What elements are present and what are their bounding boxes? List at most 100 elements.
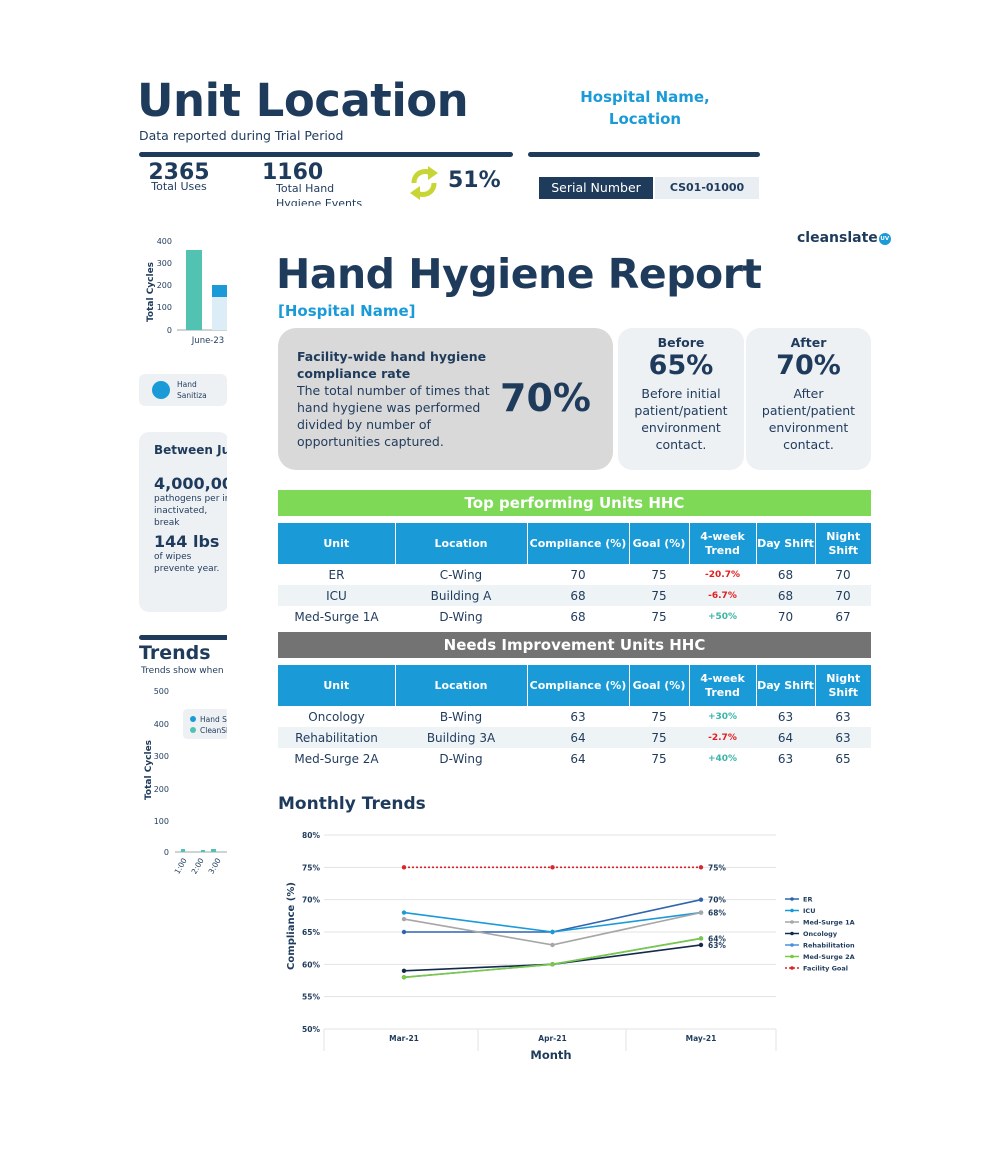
- total-uses-stat: 2365 Total Uses: [144, 160, 214, 193]
- legend-marker: [790, 931, 794, 936]
- needs-improvement-table: Unit Location Compliance (%) Goal (%) 4-…: [278, 665, 871, 769]
- cell-compliance: 68: [570, 609, 586, 624]
- cell-unit: Med-Surge 1A: [294, 609, 379, 624]
- before-card: Before 65% Before initial patient/patien…: [618, 328, 744, 470]
- col-goal: Goal (%): [629, 523, 690, 564]
- cell-day-shift: 68: [777, 567, 794, 582]
- trends-legend-item: CleanSl: [200, 726, 228, 735]
- cell-location: D-Wing: [439, 751, 483, 766]
- y-tick-label: 60%: [302, 960, 320, 969]
- col-compliance: Compliance (%): [527, 665, 630, 706]
- logo-text: cleanslate: [797, 230, 878, 246]
- back-trends-chart: Total Cycles 500 400 300 200 100 0 Hand …: [139, 680, 229, 876]
- report-title: Hand Hygiene Report: [276, 250, 762, 298]
- cell-goal: 75: [629, 585, 689, 606]
- back-legend-text: Hand Sanitiza Paired Events: [177, 380, 207, 403]
- cell-goal: 75: [651, 567, 667, 582]
- col-compliance: Compliance (%): [527, 523, 630, 564]
- col-day-shift: Day Shift: [756, 665, 816, 706]
- uv-badge-icon: UV: [878, 233, 891, 245]
- monthly-trends-chart: 50% 55% 60% 65% 70% 75% 80% Mar-21 Apr-21 May-21 M…: [286, 831, 855, 1062]
- cycles-y-tick: 0: [167, 326, 172, 335]
- between-heading: Between July: [154, 443, 229, 457]
- cell-goal: 75: [651, 709, 667, 724]
- data-point: [698, 910, 704, 915]
- wipes-value: 144 lbs: [154, 532, 220, 551]
- table-header-row: Unit Location Compliance (%) Goal (%) 4-…: [278, 665, 871, 706]
- data-point: [401, 916, 407, 922]
- cell-trend: +50%: [707, 611, 738, 622]
- recycle-icon: [406, 163, 442, 203]
- trends-x-tick: 3:00: [207, 856, 223, 875]
- x-tick-label: Mar-21: [389, 1034, 419, 1043]
- cell-trend: +40%: [707, 753, 738, 764]
- monthly-trends-title: Monthly Trends: [278, 794, 426, 814]
- legend-marker: [790, 966, 794, 970]
- legend-marker: [790, 920, 794, 924]
- cell-night-shift: 63: [815, 727, 871, 748]
- pathogens-value: 4,000,000: [154, 474, 229, 493]
- cell-goal: 75: [629, 727, 689, 748]
- trends-y-tick: 100: [154, 817, 169, 826]
- trends-y-label: Total Cycles: [144, 740, 154, 800]
- col-unit: Unit: [278, 665, 396, 706]
- data-point: [698, 865, 704, 870]
- col-location: Location: [395, 523, 528, 564]
- legend-entry: ICU: [803, 907, 815, 915]
- before-text: Before initial patient/patient environme…: [634, 386, 728, 452]
- facility-card-body: The total number of times that hand hygi…: [297, 383, 490, 449]
- col-night-shift: Night Shift: [815, 665, 871, 706]
- wipes-text: of wipes prevente year.: [154, 552, 220, 574]
- y-tick-label: 65%: [302, 928, 320, 937]
- col-trend: 4-week Trend: [689, 523, 757, 564]
- unit-location-title: Unit Location: [137, 74, 469, 127]
- cycles-y-label: Total Cycles: [146, 262, 156, 322]
- before-value: 65%: [648, 350, 714, 381]
- cell-compliance: 70: [570, 567, 586, 582]
- y-tick-label: 70%: [302, 896, 320, 905]
- top-units-header: Top performing Units HHC: [278, 490, 871, 516]
- x-axis-label: Month: [530, 1048, 571, 1062]
- y-tick-label: 55%: [302, 993, 320, 1002]
- serial-number-label: Serial Number: [539, 177, 653, 199]
- back-trends-subtitle: Trends show when |: [141, 666, 227, 676]
- cell-day-shift: 70: [777, 609, 794, 624]
- trends-y-tick: 300: [154, 752, 169, 761]
- data-point: [550, 962, 555, 967]
- percent-stat-value: 51%: [448, 168, 501, 193]
- serial-number-value: CS01-01000: [655, 177, 759, 199]
- trends-x-tick: 2:00: [190, 856, 206, 875]
- total-uses-value: 2365: [148, 160, 210, 185]
- trends-y-tick: 0: [164, 848, 169, 857]
- before-label: Before: [657, 335, 705, 350]
- legend-marker: [790, 954, 794, 959]
- x-tick-label: May-21: [686, 1034, 717, 1043]
- trends-y-tick: 500: [154, 687, 169, 696]
- total-events-stat: 1160 Total Hand Hygiene Events: [262, 160, 382, 206]
- series-line-med-surge-1a: [403, 911, 702, 946]
- cell-trend: -2.7%: [689, 727, 756, 748]
- table-row: Med-Surge 2A D-Wing 64 75 +40% 63 65: [278, 748, 871, 769]
- trends-x-tick: 1:00: [173, 856, 189, 875]
- cell-unit: ICU: [278, 585, 395, 606]
- table-header-row: Unit Location Compliance (%) Goal (%) 4-…: [278, 523, 871, 564]
- cell-trend: -20.7%: [705, 569, 740, 580]
- data-point: [401, 910, 407, 915]
- table-row: Med-Surge 1A D-Wing 68 75 +50% 70 67: [278, 606, 871, 627]
- col-trend: 4-week Trend: [689, 665, 757, 706]
- cycles-x-label: June-23: [191, 336, 224, 346]
- facility-card-title: Facility-wide hand hygiene compliance ra…: [297, 349, 487, 381]
- data-point: [401, 929, 407, 935]
- data-point: [550, 865, 555, 870]
- trends-y-tick: 200: [154, 785, 169, 794]
- after-text: After patient/patient environment contac…: [761, 386, 856, 452]
- cycles-bar-events-base: [212, 297, 229, 330]
- cell-day-shift: 63: [777, 709, 794, 724]
- cell-day-shift: 64: [756, 727, 815, 748]
- legend-marker: [790, 943, 794, 947]
- cell-unit: ER: [328, 567, 345, 582]
- data-point: [401, 975, 407, 980]
- cycles-y-tick: 200: [157, 281, 172, 290]
- facility-compliance-card: [278, 328, 613, 470]
- y-tick-label: 80%: [302, 831, 320, 840]
